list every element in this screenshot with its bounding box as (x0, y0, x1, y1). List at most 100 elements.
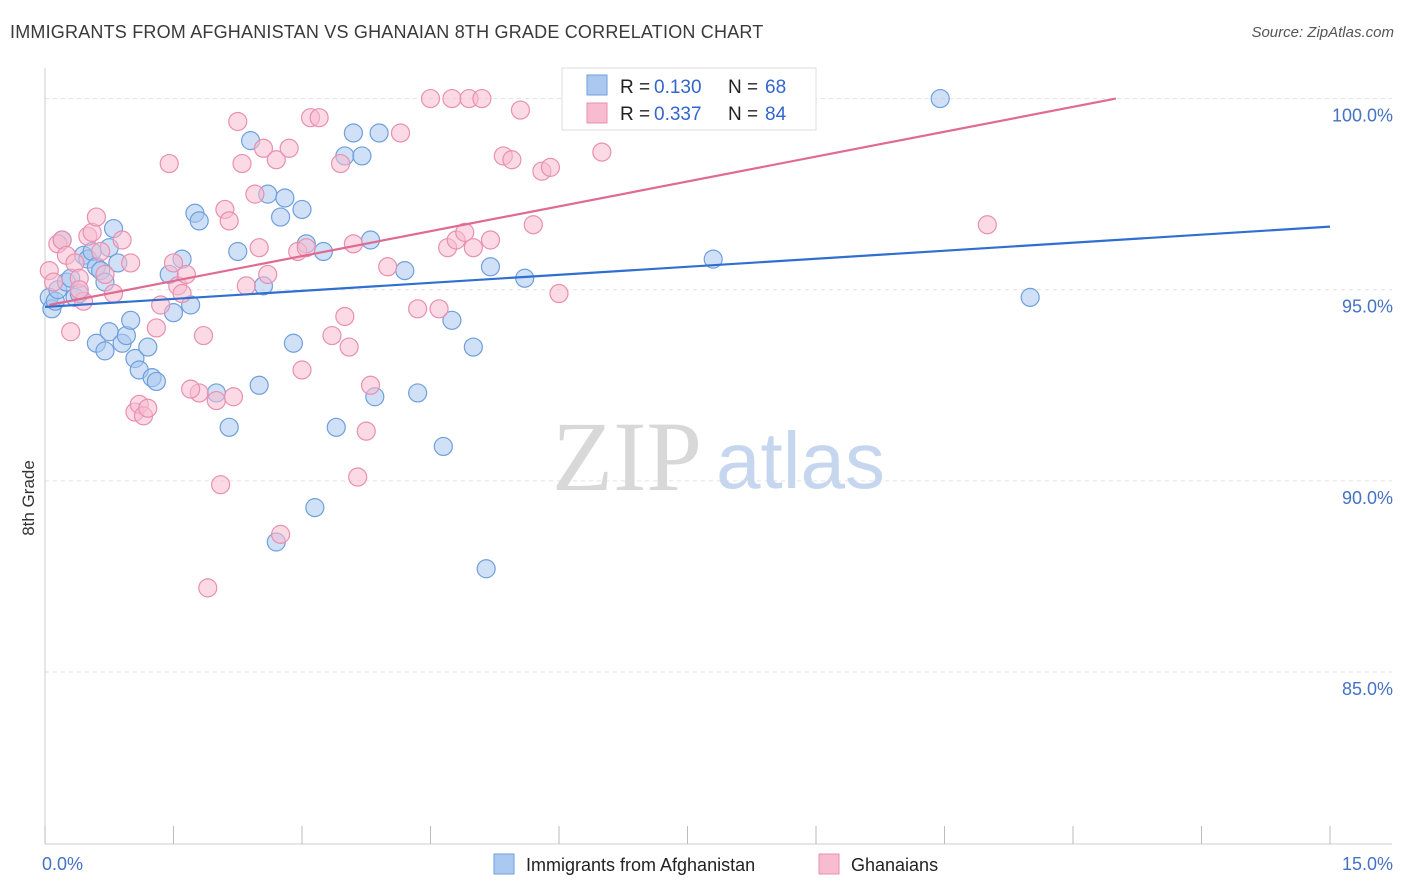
scatter-point-ghanaians (390, 123, 411, 143)
scatter-point-afghanistan (305, 498, 325, 518)
scatter-point-afghanistan (146, 371, 166, 392)
scatter-point-afghanistan (275, 188, 295, 208)
watermark-zip: ZIP (552, 401, 702, 512)
scatter-point-ghanaians (43, 272, 64, 292)
scatter-point-ghanaians (121, 253, 141, 273)
scatter-point-ghanaians (112, 230, 132, 250)
scatter-point-afghanistan (189, 211, 209, 231)
scatter-point-afghanistan (343, 123, 363, 143)
scatter-point-afghanistan (480, 257, 501, 277)
trend-line-afghanistan (44, 225, 1331, 309)
scatter-point-ghanaians (232, 153, 252, 174)
legend-n-value-ghanaians: 84 (765, 104, 787, 125)
bottom-legend: Immigrants from Afghanistan Ghanaians (493, 853, 938, 875)
scatter-point-ghanaians (91, 241, 111, 262)
trend-line-ghanaians (49, 97, 1117, 307)
scatter-point-ghanaians (223, 387, 244, 407)
scatter-point-ghanaians (480, 230, 501, 250)
scatter-point-ghanaians (249, 238, 269, 258)
scatter-point-ghanaians (348, 467, 368, 487)
scatter-point-ghanaians (360, 375, 381, 395)
y-tick-label: 95.0% (1342, 297, 1393, 317)
scatter-point-afghanistan (219, 417, 239, 437)
series-afghanistan-points (39, 88, 1040, 579)
scatter-point-ghanaians (292, 360, 312, 380)
scatter-point-ghanaians (236, 276, 256, 296)
legend-r-label-afghanistan: R = (620, 77, 650, 98)
y-tick-label: 90.0% (1342, 488, 1393, 508)
scatter-point-ghanaians (322, 325, 342, 346)
scatter-point-ghanaians (420, 88, 441, 109)
scatter-point-ghanaians (592, 142, 612, 162)
scatter-point-afghanistan (283, 333, 304, 353)
scatter-point-afghanistan (121, 310, 141, 330)
scatter-point-ghanaians (356, 421, 376, 441)
scatter-point-ghanaians (69, 280, 89, 300)
scatter-point-ghanaians (253, 138, 274, 158)
x-tick-labels: 0.0% 15.0% (42, 854, 1393, 874)
y-tick-labels: 85.0% 90.0% 95.0% 100.0% (1332, 106, 1393, 699)
scatter-point-ghanaians (977, 215, 997, 235)
scatter-point-ghanaians (86, 207, 107, 227)
scatter-point-ghanaians (549, 283, 569, 304)
scatter-point-ghanaians (95, 264, 115, 285)
gridlines (45, 98, 1392, 673)
scatter-point-ghanaians (193, 325, 214, 346)
bottom-legend-label-ghanaians: Ghanaians (851, 855, 938, 875)
scatter-point-ghanaians (198, 578, 218, 598)
scatter-point-afghanistan (369, 123, 389, 143)
x-tick-label-min: 0.0% (42, 854, 83, 874)
legend-n-label-ghanaians: N = (728, 104, 758, 125)
legend-r-value-ghanaians: 0.337 (654, 104, 702, 125)
scatter-point-afghanistan (1020, 287, 1040, 307)
bottom-legend-swatch-ghanaians (818, 853, 840, 875)
scatter-point-ghanaians (228, 111, 248, 132)
scatter-point-ghanaians (163, 253, 184, 273)
legend-n-label-afghanistan: N = (728, 77, 758, 98)
bottom-legend-swatch-afghanistan (493, 853, 515, 875)
scatter-point-afghanistan (352, 146, 372, 166)
scatter-point-afghanistan (360, 230, 381, 250)
scatter-point-ghanaians (181, 379, 201, 399)
scatter-point-afghanistan (703, 249, 723, 269)
scatter-point-ghanaians (279, 138, 299, 158)
scatter-point-afghanistan (249, 375, 269, 395)
scatter-point-ghanaians (146, 318, 166, 338)
scatter-point-ghanaians (330, 153, 351, 174)
scatter-point-ghanaians (472, 88, 492, 109)
y-tick-label: 85.0% (1342, 679, 1393, 699)
watermark-atlas: atlas (716, 416, 885, 505)
legend-r-value-afghanistan: 0.130 (654, 77, 702, 98)
scatter-point-afghanistan (270, 207, 291, 227)
scatter-point-ghanaians (378, 257, 398, 277)
y-axis-label: 8th Grade (19, 460, 38, 536)
scatter-point-afghanistan (292, 199, 312, 220)
scatter-point-ghanaians (455, 222, 475, 242)
scatter-point-afghanistan (476, 559, 496, 579)
trend-lines (44, 97, 1331, 309)
legend-r-label-ghanaians: R = (620, 104, 650, 125)
scatter-point-afghanistan (326, 417, 346, 437)
scatter-point-afghanistan (408, 383, 428, 403)
scatter-point-afghanistan (930, 88, 950, 109)
legend-swatch-afghanistan (586, 74, 608, 96)
scatter-point-ghanaians (523, 215, 543, 235)
scatter-point-afghanistan (228, 241, 248, 262)
scatter-point-ghanaians (335, 306, 355, 327)
scatter-point-ghanaians (270, 524, 291, 544)
scatter-point-ghanaians (266, 150, 286, 170)
scatter-point-ghanaians (206, 390, 226, 411)
y-tick-label: 100.0% (1332, 106, 1393, 126)
scatter-point-afghanistan (442, 310, 462, 330)
legend: R = 0.130 N = 68 R = 0.337 N = 84 (561, 67, 817, 131)
scatter-point-ghanaians (408, 299, 428, 319)
scatter-point-ghanaians (211, 475, 231, 495)
legend-n-value-afghanistan: 68 (765, 77, 786, 98)
scatter-point-afghanistan (463, 337, 483, 357)
scatter-point-ghanaians (258, 264, 278, 285)
scatter-point-afghanistan (95, 341, 115, 361)
scatter-point-ghanaians (502, 150, 522, 170)
scatter-point-ghanaians (309, 108, 329, 128)
scatter-point-ghanaians (442, 88, 462, 109)
